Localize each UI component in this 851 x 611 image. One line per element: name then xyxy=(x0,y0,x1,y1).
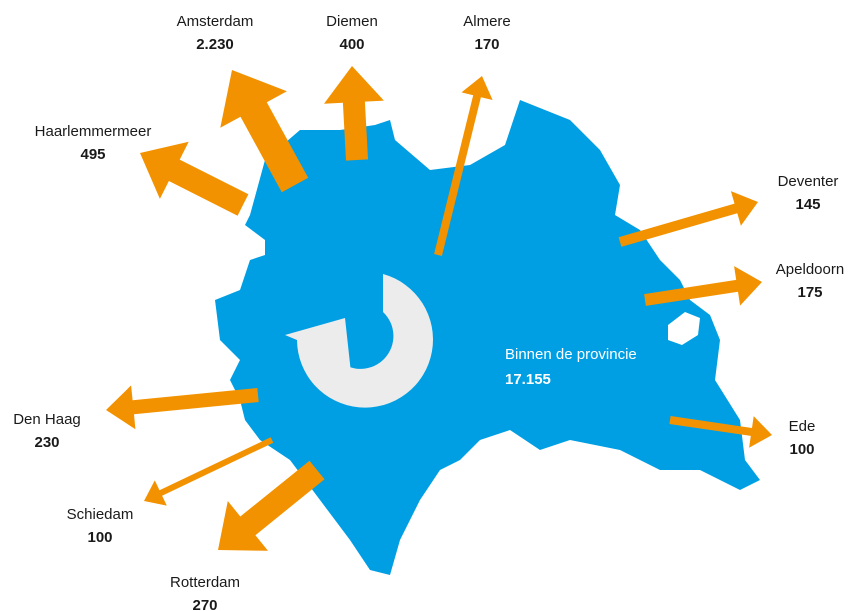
flow-name: Almere xyxy=(463,13,511,30)
flow-value: 495 xyxy=(80,146,105,163)
internal-flow-ring xyxy=(285,274,433,408)
flow-name: Den Haag xyxy=(13,411,81,428)
flow-value: 100 xyxy=(87,529,112,546)
flow-arrow xyxy=(324,66,384,161)
flow-arrow xyxy=(220,70,309,193)
center-label: Binnen de provincie xyxy=(505,346,637,363)
flow-value: 145 xyxy=(795,196,820,213)
flow-value: 175 xyxy=(797,284,822,301)
flow-name: Amsterdam xyxy=(177,13,254,30)
flow-value: 270 xyxy=(192,597,217,611)
lake xyxy=(668,312,700,345)
flow-name: Ede xyxy=(789,418,816,435)
flow-arrow xyxy=(644,266,762,306)
flow-name: Rotterdam xyxy=(170,574,240,591)
flow-name: Schiedam xyxy=(67,506,134,523)
flow-arrow xyxy=(434,76,493,256)
flow-arrow xyxy=(618,191,758,247)
province-shape xyxy=(215,100,760,575)
flow-arrow xyxy=(218,460,325,551)
flow-arrow xyxy=(140,141,249,216)
flow-arrow xyxy=(144,437,274,506)
flow-name: Apeldoorn xyxy=(776,261,844,278)
flow-value: 2.230 xyxy=(196,36,234,53)
flow-name: Haarlemmermeer xyxy=(35,123,152,140)
center-value: 17.155 xyxy=(505,371,551,388)
flow-value: 400 xyxy=(339,36,364,53)
flow-value: 230 xyxy=(34,434,59,451)
flow-name: Diemen xyxy=(326,13,378,30)
flow-value: 100 xyxy=(789,441,814,458)
flow-arrow xyxy=(669,416,772,448)
flow-value: 170 xyxy=(474,36,499,53)
flow-name: Deventer xyxy=(778,173,839,190)
flow-arrow xyxy=(106,385,259,430)
